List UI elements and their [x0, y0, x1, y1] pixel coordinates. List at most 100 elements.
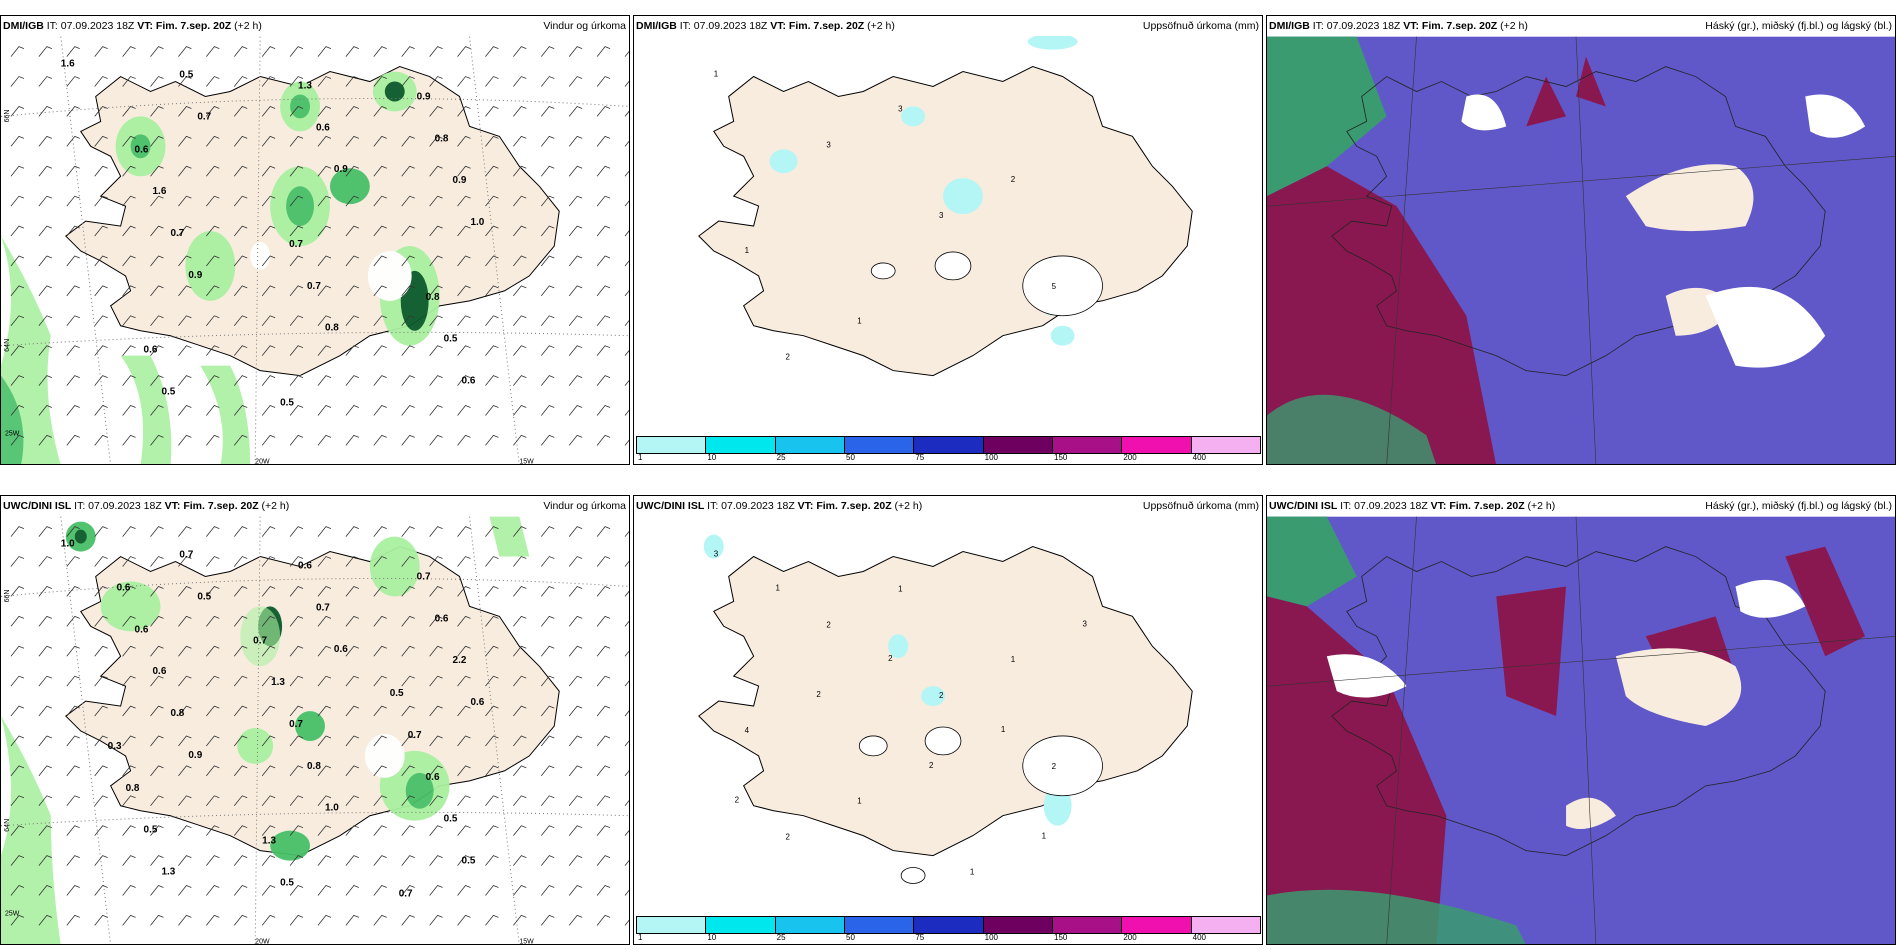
wind-barb [289, 375, 304, 386]
wind-barb [540, 914, 555, 926]
model-name: DMI/IGB [636, 20, 677, 32]
wind-barb [261, 255, 276, 267]
wind-barb [345, 526, 360, 537]
wind-barb [540, 165, 555, 177]
scale-swatch [844, 916, 915, 934]
wind-barb [233, 585, 248, 597]
cloud-map[interactable] [1267, 516, 1895, 944]
scale-label: 100 [984, 453, 999, 462]
wind-barb [122, 165, 136, 177]
wind-barb [401, 585, 415, 597]
precip-value-label: 0.5 [179, 70, 193, 81]
wind-barb [317, 526, 332, 537]
precip-value-label: 0.7 [170, 228, 184, 239]
wind-barb [178, 675, 192, 687]
wind-barb [485, 225, 499, 237]
wind-barb [373, 885, 387, 896]
accum-value-label: 2 [888, 654, 893, 663]
wind-barb [401, 705, 415, 717]
wind-barb [289, 615, 304, 627]
accum-value-label: 1 [1042, 832, 1047, 841]
wind-barb [122, 765, 136, 777]
scale-label: 400 [1192, 453, 1207, 462]
wind-barb [429, 375, 443, 386]
panel-header: DMI/IGB IT: 07.09.2023 18Z VT: Fim. 7.se… [634, 16, 1262, 36]
wind-barb [289, 46, 304, 57]
wind-barb [122, 285, 136, 297]
wind-barb [233, 375, 248, 386]
precip-value-label: 0.7 [289, 239, 303, 250]
wind-barb [10, 165, 25, 177]
wind-barb [373, 735, 387, 747]
init-time: IT: 07.09.2023 18Z [74, 500, 162, 512]
wind-barb [233, 645, 248, 657]
wind-barb [457, 645, 471, 657]
accum-value-label: 1 [776, 583, 781, 592]
scale-label: 10 [707, 933, 717, 942]
wind-barb [150, 765, 164, 777]
wind-barb [429, 556, 443, 567]
wind-barb [429, 526, 443, 537]
wind-barb [150, 76, 164, 87]
wind-barb [540, 135, 555, 147]
wind-barb [10, 705, 25, 717]
cloud-map[interactable] [1267, 36, 1895, 464]
wind-barb [429, 285, 443, 297]
wind-barb [457, 345, 471, 356]
wind-barb [401, 315, 415, 327]
panel-header: DMI/IGB IT: 07.09.2023 18Z VT: Fim. 7.se… [1, 16, 629, 36]
wind-barb [596, 315, 611, 327]
wind-barb [485, 434, 499, 446]
precip-value-label: 0.7 [417, 571, 431, 582]
wind-barb [568, 795, 583, 807]
wind-barb [10, 225, 25, 237]
wind-barb [150, 526, 164, 537]
wind-precip-map[interactable]: 1.6 0.7 0.9 1.0 0.9 0.8 0.6 0.5 0.6 0.9 0.7 0.7 0.5 0… [1, 36, 629, 464]
wind-barb [178, 825, 192, 836]
wind-barb [261, 434, 276, 446]
wind-barb [485, 705, 499, 717]
precip-map[interactable]: 3 2 2 2 2 1 1 4 1 1 3 2 2 1 1 2 1 2 [634, 516, 1262, 918]
init-time: IT: 07.09.2023 18Z [1312, 20, 1401, 32]
wind-barb [624, 290, 629, 297]
precip-value-label: 0.6 [426, 772, 440, 783]
wind-barb [38, 914, 52, 926]
wind-barb [122, 645, 136, 657]
wind-barb [289, 795, 304, 807]
map-canvas: 3 2 2 2 2 1 1 4 1 1 3 2 2 1 1 2 1 2 [698, 534, 1193, 884]
wind-barb [401, 285, 415, 297]
wind-barb [596, 165, 611, 177]
accum-value-label: 2 [826, 620, 831, 629]
wind-barb [513, 105, 527, 117]
wind-barb [94, 165, 108, 177]
wind-barb [513, 434, 527, 446]
wind-barb [345, 556, 360, 567]
wind-barb [289, 885, 304, 896]
wind-barb [66, 135, 80, 147]
wind-barb [401, 914, 415, 926]
wind-barb [289, 585, 304, 597]
precip-map[interactable]: 1 3 3 5 2 3 2 1 1 [634, 36, 1262, 438]
wind-barb [206, 885, 220, 896]
wind-barb [457, 705, 471, 717]
panel-row1-wind: DMI/IGB IT: 07.09.2023 18Z VT: Fim. 7.se… [0, 15, 630, 465]
wind-barb [66, 46, 80, 57]
precip-value-label: 0.9 [417, 91, 431, 102]
wind-barb [10, 615, 25, 627]
no-cloud [1326, 579, 1806, 698]
wind-precip-map[interactable]: 1.0 0.5 0.6 0.6 0.9 1.0 0.5 0.7 0.7 2.2 0.8 0.8 0.5 1… [1, 516, 629, 944]
wind-barb [540, 76, 555, 87]
model-name: UWC/DINI ISL [636, 500, 705, 512]
precip-value-label: 0.6 [334, 644, 348, 655]
wind-barb [596, 225, 611, 237]
wind-barb [10, 735, 25, 747]
wind-barb [373, 225, 387, 237]
wind-barb [624, 320, 629, 327]
wind-barb [429, 105, 443, 117]
accum-value-label: 1 [857, 797, 862, 806]
wind-barb [122, 405, 136, 416]
scale-swatch [1052, 436, 1123, 454]
wind-barb [624, 350, 629, 356]
scale-swatch [1121, 916, 1192, 934]
wind-barb [261, 76, 276, 87]
